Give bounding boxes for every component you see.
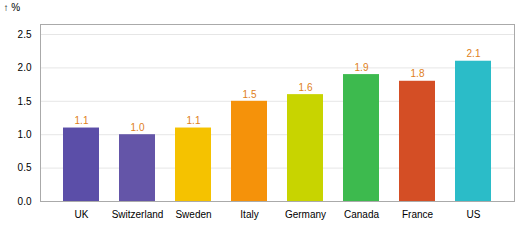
svg-text:2.0: 2.0: [18, 62, 32, 73]
svg-text:Germany: Germany: [285, 209, 326, 220]
svg-text:Canada: Canada: [344, 209, 379, 220]
svg-text:1.1: 1.1: [75, 115, 89, 126]
svg-text:Switzerland: Switzerland: [112, 209, 164, 220]
svg-text:2.1: 2.1: [467, 48, 481, 59]
svg-text:0.5: 0.5: [18, 162, 32, 173]
svg-text:UK: UK: [75, 209, 89, 220]
svg-text:1.0: 1.0: [131, 122, 145, 133]
svg-text:0.0: 0.0: [18, 196, 32, 207]
svg-text:1.8: 1.8: [411, 68, 425, 79]
svg-text:1.1: 1.1: [187, 115, 201, 126]
svg-text:1.9: 1.9: [355, 62, 369, 73]
svg-text:1.5: 1.5: [18, 96, 32, 107]
svg-text:1.5: 1.5: [243, 89, 257, 100]
svg-text:US: US: [467, 209, 481, 220]
svg-text:↑ %: ↑ %: [4, 2, 21, 13]
svg-text:Sweden: Sweden: [175, 209, 211, 220]
svg-text:1.6: 1.6: [299, 82, 313, 93]
svg-text:Italy: Italy: [240, 209, 258, 220]
svg-text:2.5: 2.5: [18, 29, 32, 40]
svg-text:1.0: 1.0: [18, 129, 32, 140]
svg-text:France: France: [402, 209, 434, 220]
